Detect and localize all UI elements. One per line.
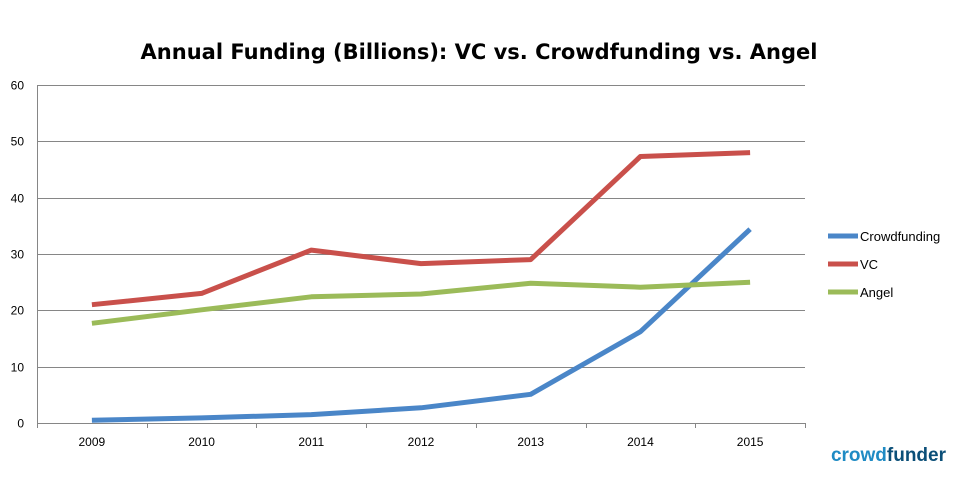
x-tick-label: 2013 <box>517 435 544 449</box>
y-tick-label: 20 <box>11 304 25 318</box>
y-tick-label: 30 <box>11 248 25 262</box>
legend-label: VC <box>860 257 878 272</box>
series-line-crowdfunding <box>91 227 752 423</box>
legend: Crowdfunding VC Angel <box>828 229 940 300</box>
axes: 0 10 20 30 40 50 60 2009 2010 2011 2012 2013 2014 201… <box>11 79 806 449</box>
series-line-vc <box>91 150 751 308</box>
x-tick-label: 2010 <box>188 435 215 449</box>
grid-lines <box>37 85 805 368</box>
y-tick-label: 10 <box>11 361 25 375</box>
y-tick-label: 0 <box>17 417 24 431</box>
series-line-angel <box>91 279 751 326</box>
y-tick-label: 50 <box>11 135 25 149</box>
series-lines <box>91 150 752 423</box>
legend-label: Angel <box>860 285 893 300</box>
x-tick-label: 2012 <box>408 435 435 449</box>
x-tick-label: 2009 <box>79 435 106 449</box>
legend-label: Crowdfunding <box>860 229 940 244</box>
logo-text-part2: funder <box>886 445 946 466</box>
x-tick-label: 2015 <box>737 435 764 449</box>
y-tick-label: 40 <box>11 192 25 206</box>
legend-item-angel: Angel <box>828 285 893 300</box>
y-tick-label: 60 <box>11 79 25 93</box>
logo-text-part1: crowd <box>830 445 887 466</box>
legend-item-vc: VC <box>828 257 878 272</box>
x-tick-label: 2014 <box>627 435 654 449</box>
chart-title: Annual Funding (Billions): VC vs. Crowdf… <box>141 40 818 64</box>
crowdfunder-logo: crowdfunder <box>831 445 946 467</box>
legend-item-crowdfunding: Crowdfunding <box>828 229 940 244</box>
x-tick-label: 2011 <box>298 435 324 449</box>
